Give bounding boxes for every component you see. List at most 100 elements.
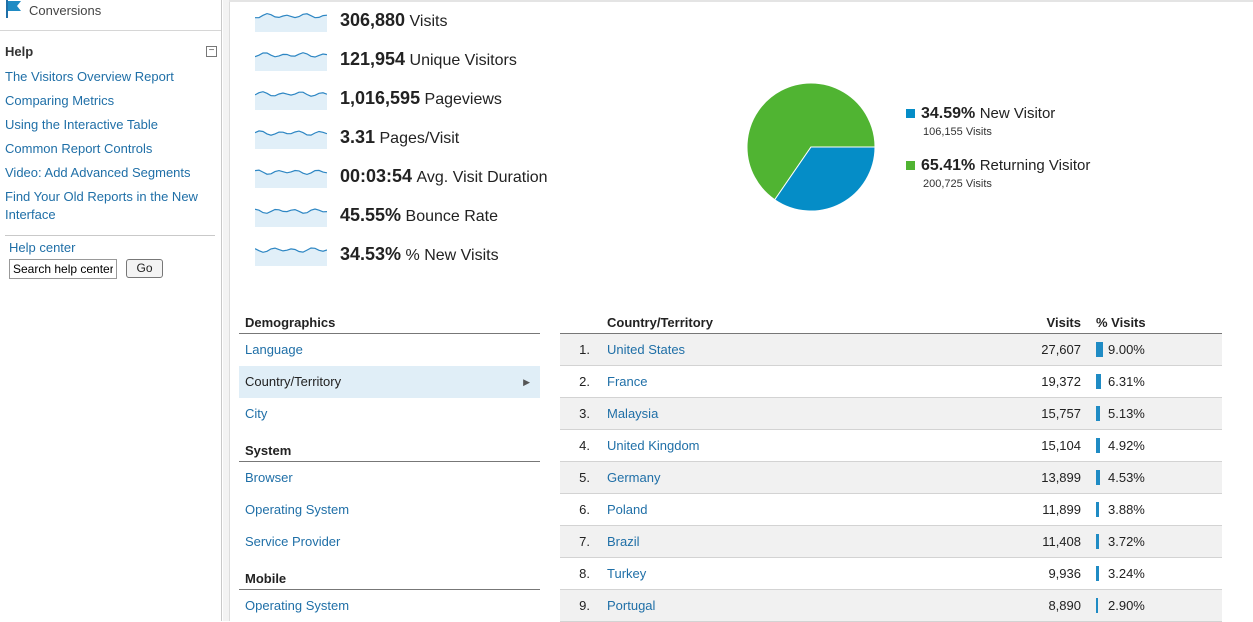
divider <box>239 333 540 334</box>
help-link[interactable]: Video: Add Advanced Segments <box>5 165 191 180</box>
row-country-link[interactable]: France <box>607 374 648 389</box>
row-rank: 2. <box>579 374 590 389</box>
help-link[interactable]: Common Report Controls <box>5 141 153 156</box>
row-rank: 9. <box>579 598 590 613</box>
row-pct-bar <box>1096 566 1099 581</box>
returning-visitor-percent: 65.41% <box>921 157 976 174</box>
help-title: Help <box>5 44 34 59</box>
search-help-input[interactable] <box>9 259 117 279</box>
dim-item-city[interactable]: City <box>245 406 268 421</box>
row-country-link[interactable]: Malaysia <box>607 406 659 421</box>
sparkline-icon <box>255 52 327 71</box>
metric-value: 00:03:54 <box>340 166 413 186</box>
metric-value: 306,880 <box>340 10 406 30</box>
table-row[interactable]: 4. United Kingdom 15,104 4.92% <box>560 430 1222 462</box>
go-button[interactable]: Go <box>126 259 163 278</box>
table-row[interactable]: 6. Poland 11,899 3.88% <box>560 494 1222 526</box>
metric-label: Pageviews <box>424 91 502 108</box>
system-heading: System <box>245 443 292 458</box>
sparkline-icon <box>255 169 327 188</box>
dim-item-operating-system[interactable]: Operating System <box>245 502 350 517</box>
row-rank: 1. <box>579 342 590 357</box>
row-country-link[interactable]: United States <box>607 342 686 357</box>
dim-item-service-provider[interactable]: Service Provider <box>245 534 341 549</box>
dim-item-browser[interactable]: Browser <box>245 470 293 485</box>
divider <box>239 589 540 590</box>
returning-visitor-visits: 200,725 Visits <box>923 178 992 190</box>
dim-item-language[interactable]: Language <box>245 342 303 357</box>
row-visits: 9,936 <box>1048 566 1081 581</box>
col-header-country[interactable]: Country/Territory <box>607 315 713 330</box>
metric-value: 34.53% <box>340 244 402 264</box>
row-pct: 6.31% <box>1108 374 1145 389</box>
returning-visitor-label: Returning Visitor <box>979 157 1091 174</box>
metric-label: Pages/Visit <box>379 130 460 147</box>
row-visits: 19,372 <box>1041 374 1081 389</box>
sparkline-icon <box>255 247 327 266</box>
help-center-link[interactable]: Help center <box>9 240 76 255</box>
table-row[interactable]: 3. Malaysia 15,757 5.13% <box>560 398 1222 430</box>
row-pct: 4.92% <box>1108 438 1145 453</box>
row-pct: 5.13% <box>1108 406 1145 421</box>
row-country-link[interactable]: Poland <box>607 502 648 517</box>
metric-value: 45.55% <box>340 205 402 225</box>
table-row[interactable]: 1. United States 27,607 9.00% <box>560 334 1222 366</box>
row-visits: 27,607 <box>1041 342 1081 357</box>
sparkline-icon <box>255 91 327 110</box>
sidebar: Conversions Help − The Visitors Overview… <box>0 0 222 621</box>
col-header-pct-visits[interactable]: % Visits <box>1096 315 1146 330</box>
help-link[interactable]: The Visitors Overview Report <box>5 69 174 84</box>
row-country-link[interactable]: Portugal <box>607 598 656 613</box>
metric-label: Avg. Visit Duration <box>416 169 548 186</box>
table-row[interactable]: 5. Germany 13,899 4.53% <box>560 462 1222 494</box>
pie-slice-new-visitor[interactable] <box>774 146 876 212</box>
metric-label: Bounce Rate <box>405 208 499 225</box>
dim-item-country-territory[interactable]: Country/Territory ▶ <box>239 366 540 398</box>
table-row[interactable]: 8. Turkey 9,936 3.24% <box>560 558 1222 590</box>
row-pct-bar <box>1096 438 1100 453</box>
table-row[interactable]: 9. Portugal 8,890 2.90% <box>560 590 1222 622</box>
row-pct: 9.00% <box>1108 342 1145 357</box>
table-row[interactable]: 2. France 19,372 6.31% <box>560 366 1222 398</box>
row-country-link[interactable]: United Kingdom <box>607 438 700 453</box>
row-pct-bar <box>1096 598 1098 613</box>
new-visitor-label: New Visitor <box>979 105 1056 122</box>
row-visits: 13,899 <box>1041 470 1081 485</box>
row-visits: 8,890 <box>1048 598 1081 613</box>
collapse-icon[interactable]: − <box>206 46 217 57</box>
new-visitor-percent: 34.59% <box>921 105 976 122</box>
mobile-heading: Mobile <box>245 571 287 586</box>
help-link[interactable]: Using the Interactive Table <box>5 117 158 132</box>
new-visitor-visits: 106,155 Visits <box>923 126 992 138</box>
help-link[interactable]: Comparing Metrics <box>5 93 115 108</box>
row-country-link[interactable]: Turkey <box>607 566 647 581</box>
help-link[interactable]: Find Your Old Reports in the New Interfa… <box>5 189 198 222</box>
sidebar-resize-edge[interactable] <box>223 0 230 621</box>
chevron-right-icon: ▶ <box>523 377 530 387</box>
dim-item-mobile-operating-system[interactable]: Operating System <box>245 598 350 613</box>
row-visits: 15,757 <box>1041 406 1081 421</box>
row-rank: 8. <box>579 566 590 581</box>
row-visits: 11,899 <box>1042 502 1081 517</box>
row-country-link[interactable]: Brazil <box>607 534 640 549</box>
row-visits: 11,408 <box>1042 534 1081 549</box>
metric-label: Unique Visitors <box>409 52 517 69</box>
divider <box>239 461 540 462</box>
sparkline-icon <box>255 208 327 227</box>
divider <box>5 235 215 236</box>
pie-slice-returning-visitor[interactable] <box>746 82 876 201</box>
demographics-heading: Demographics <box>245 315 336 330</box>
returning-visitor-swatch <box>906 161 915 170</box>
col-header-visits[interactable]: Visits <box>1046 315 1081 330</box>
divider <box>560 333 1222 334</box>
row-country-link[interactable]: Germany <box>607 470 661 485</box>
conversions-nav-item[interactable]: Conversions <box>0 0 221 31</box>
row-pct: 3.24% <box>1108 566 1145 581</box>
table-row[interactable]: 7. Brazil 11,408 3.72% <box>560 526 1222 558</box>
metric-label: Visits <box>409 13 448 30</box>
row-pct: 3.88% <box>1108 502 1145 517</box>
row-rank: 3. <box>579 406 590 421</box>
row-pct-bar <box>1096 534 1099 549</box>
metric-label: % New Visits <box>405 247 499 264</box>
conversions-label: Conversions <box>29 3 102 18</box>
